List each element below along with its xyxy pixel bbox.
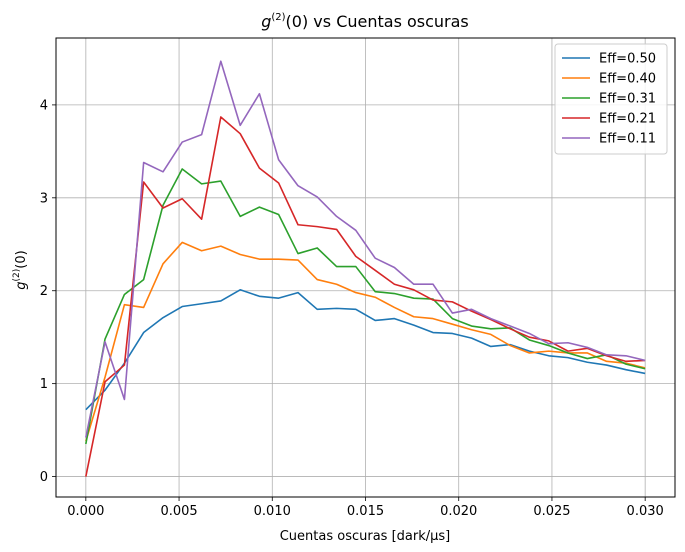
x-tick-label: 0.030 — [627, 504, 664, 519]
legend-entry-label: Eff=0.11 — [599, 132, 656, 147]
x-axis-label: Cuentas oscuras [dark/µs] — [280, 529, 451, 544]
chart-title-suffix: (0) vs Cuentas oscuras — [286, 12, 469, 31]
x-axis-ticks: 0.000 0.005 0.010 0.015 0.020 0.025 0.030 — [67, 497, 664, 519]
series-line — [85, 288, 646, 411]
y-tick-label: 3 — [40, 191, 48, 206]
chart-title: g(2)(0) vs Cuentas oscuras — [261, 12, 469, 31]
y-tick-label: 1 — [40, 377, 48, 392]
y-tick-label: 2 — [40, 284, 48, 299]
y-axis-ticks: 0 1 2 3 4 — [40, 98, 56, 485]
legend-entry-label: Eff=0.50 — [599, 52, 656, 67]
series-line — [85, 116, 646, 477]
legend-entry-label: Eff=0.40 — [599, 72, 656, 87]
y-axis-label-suffix: (0) — [14, 250, 29, 268]
x-tick-label: 0.025 — [533, 504, 570, 519]
y-tick-label: 4 — [40, 98, 48, 113]
x-tick-label: 0.005 — [160, 504, 197, 519]
x-tick-label: 0.020 — [440, 504, 477, 519]
y-axis-label-sup: (2) — [12, 269, 22, 282]
legend-entry-label: Eff=0.21 — [599, 112, 656, 127]
chart-title-prefix: g — [261, 12, 271, 31]
y-axis-label: g(2)(0) — [12, 250, 29, 289]
x-tick-label: 0.000 — [67, 504, 104, 519]
x-tick-label: 0.010 — [254, 504, 291, 519]
legend: Eff=0.50 Eff=0.40 Eff=0.31 Eff=0.21 Eff=0.11 — [554, 43, 668, 155]
series-line — [85, 60, 646, 438]
chart-title-sup: (2) — [271, 12, 285, 23]
x-tick-label: 0.015 — [347, 504, 384, 519]
series-line — [85, 241, 646, 442]
legend-entry-label: Eff=0.31 — [599, 92, 656, 107]
series-line — [85, 168, 646, 445]
grid — [56, 38, 675, 497]
y-tick-label: 0 — [40, 470, 48, 485]
legend-box — [554, 43, 668, 155]
y-axis-label-prefix: g — [14, 281, 29, 289]
series-lines — [85, 60, 646, 477]
